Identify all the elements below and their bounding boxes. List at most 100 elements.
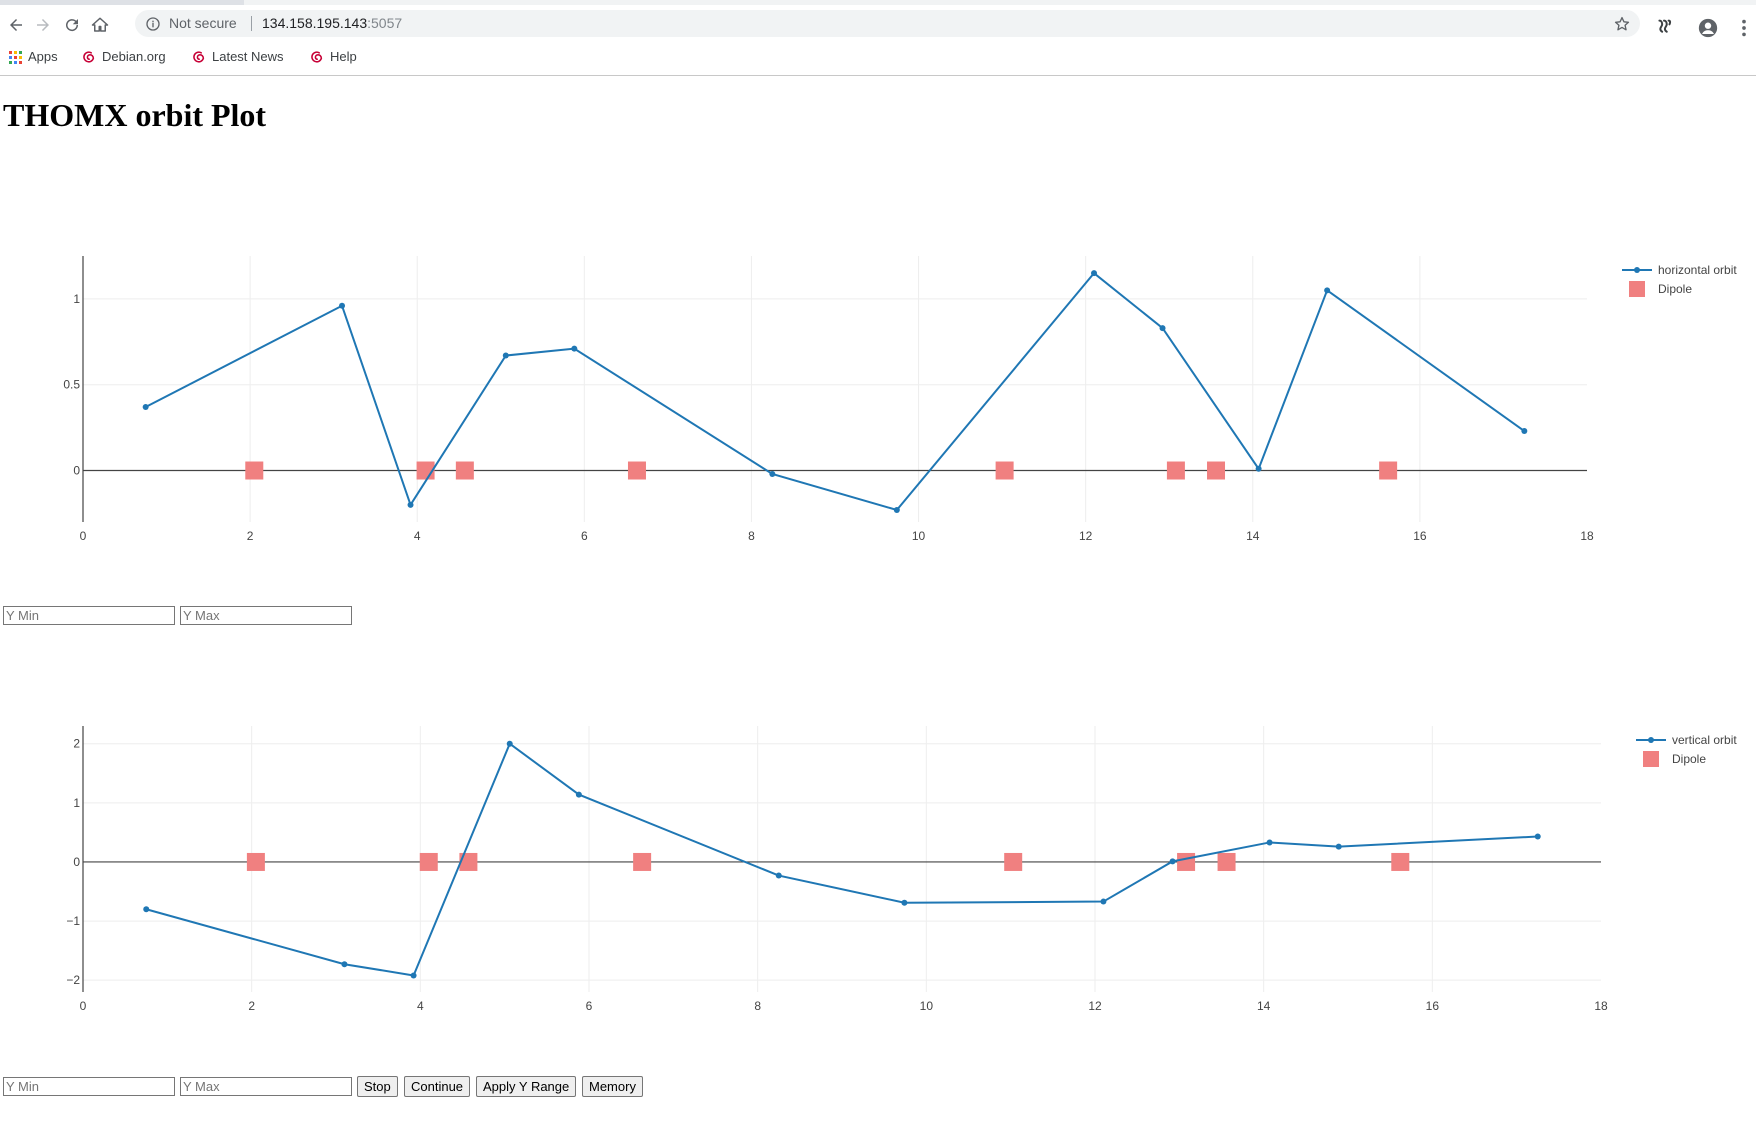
- dipole-marker[interactable]: [633, 852, 652, 871]
- url-host: 134.158.195.143: [262, 15, 368, 31]
- bookmark-label: Help: [330, 49, 357, 64]
- legend-point-swatch: [1634, 267, 1640, 273]
- forward-arrow-icon[interactable]: [31, 13, 55, 37]
- dipole-marker[interactable]: [627, 461, 646, 480]
- bookmark-help[interactable]: Help: [310, 48, 357, 66]
- x-tick-label: 12: [1088, 999, 1102, 1013]
- dipole-marker[interactable]: [1177, 852, 1196, 871]
- orbit-point[interactable]: [410, 972, 417, 979]
- y-min-input[interactable]: [3, 606, 175, 625]
- legend-dipole-swatch: [1629, 281, 1645, 297]
- debian-swirl-icon: [311, 51, 323, 63]
- apps-grid-icon: [9, 50, 22, 64]
- grid: [83, 726, 1601, 992]
- bookmark-label: Latest News: [212, 49, 284, 64]
- legend-label: Dipole: [1672, 752, 1706, 766]
- orbit-point[interactable]: [339, 302, 346, 309]
- horizontal-orbit-chart[interactable]: 0 2 4 6 8 10 12 14 16 18 0 0.5 1 horizontal orbit Dipo…: [0, 240, 1756, 550]
- orbit-point[interactable]: [901, 899, 908, 906]
- info-icon[interactable]: [145, 16, 161, 32]
- back-arrow-icon[interactable]: [4, 13, 28, 37]
- y-max-input[interactable]: [180, 1077, 352, 1096]
- star-icon[interactable]: [1613, 15, 1631, 33]
- orbit-point[interactable]: [1324, 287, 1331, 294]
- vertical-orbit-plot[interactable]: 0 2 4 6 8 10 12 14 16 18 −2 −1 0 1 2 vertical orbit Dipo…: [0, 710, 1756, 1020]
- stop-button[interactable]: Stop: [357, 1076, 398, 1097]
- profile-icon[interactable]: [1697, 17, 1719, 39]
- orbit-point[interactable]: [341, 961, 348, 968]
- dipole-marker[interactable]: [1379, 461, 1398, 480]
- dipole-marker[interactable]: [1391, 852, 1410, 871]
- extension-icon[interactable]: [1653, 17, 1675, 39]
- orbit-point[interactable]: [571, 345, 578, 352]
- reload-icon[interactable]: [60, 13, 84, 37]
- dipole-marker[interactable]: [245, 461, 264, 480]
- x-tick-label: 6: [581, 529, 588, 543]
- x-tick-label: 0: [80, 999, 87, 1013]
- x-tick-label: 2: [248, 999, 255, 1013]
- bookmark-latest-news[interactable]: Latest News: [192, 48, 284, 66]
- orbit-point[interactable]: [893, 506, 900, 513]
- x-tick-label: 16: [1426, 999, 1440, 1013]
- orbit-point[interactable]: [1521, 428, 1528, 435]
- dipole-marker[interactable]: [1207, 461, 1226, 480]
- orbit-point[interactable]: [143, 906, 150, 913]
- orbit-point[interactable]: [1169, 858, 1176, 865]
- x-tick-label: 16: [1413, 529, 1427, 543]
- apply-y-range-button[interactable]: Apply Y Range: [476, 1076, 577, 1097]
- y-tick-label: 2: [73, 737, 80, 751]
- browser-toolbar: Not secure 134.158.195.143:5057: [0, 5, 1756, 43]
- dipole-marker[interactable]: [246, 852, 265, 871]
- orbit-point[interactable]: [1100, 898, 1107, 905]
- debian-swirl-icon: [193, 51, 205, 63]
- bookmark-debian[interactable]: Debian.org: [82, 48, 166, 66]
- dipole-marker[interactable]: [459, 852, 478, 871]
- orbit-point[interactable]: [1534, 833, 1541, 840]
- y-tick-label: 1: [73, 796, 80, 810]
- horizontal-orbit-plot[interactable]: 0 2 4 6 8 10 12 14 16 18 0 0.5 1 horizontal orbit Dipo…: [0, 240, 1756, 550]
- orbit-point[interactable]: [1335, 843, 1342, 850]
- dipole-marker[interactable]: [1004, 852, 1023, 871]
- orbit-line[interactable]: [145, 742, 1538, 977]
- dipole-marker[interactable]: [1217, 852, 1236, 871]
- orbit-point[interactable]: [1255, 465, 1262, 472]
- orbit-point[interactable]: [769, 470, 776, 477]
- orbit-point[interactable]: [142, 404, 149, 411]
- page-title: THOMX orbit Plot: [3, 97, 267, 133]
- bookmark-apps[interactable]: Apps: [9, 48, 58, 66]
- continue-button[interactable]: Continue: [404, 1076, 471, 1097]
- x-tick-label: 12: [1079, 529, 1093, 543]
- orbit-line[interactable]: [145, 271, 1525, 512]
- active-tab[interactable]: [244, 0, 1756, 5]
- dipole-marker[interactable]: [419, 852, 438, 871]
- x-tick-label: 4: [417, 999, 424, 1013]
- legend[interactable]: vertical orbit Dipole: [1636, 733, 1737, 767]
- x-tick-label: 0: [80, 529, 87, 543]
- memory-button[interactable]: Memory: [582, 1076, 643, 1097]
- orbit-point[interactable]: [575, 791, 582, 798]
- url-port: :5057: [367, 15, 403, 31]
- orbit-point[interactable]: [1266, 839, 1273, 846]
- orbit-point[interactable]: [407, 501, 414, 508]
- orbit-point[interactable]: [506, 740, 513, 747]
- kebab-menu-icon[interactable]: [1733, 17, 1755, 39]
- legend[interactable]: horizontal orbit Dipole: [1622, 263, 1737, 297]
- y-max-input[interactable]: [180, 606, 352, 625]
- orbit-point[interactable]: [502, 352, 509, 359]
- url-text[interactable]: 134.158.195.143:5057: [262, 15, 402, 32]
- legend-label: vertical orbit: [1672, 733, 1737, 747]
- y-tick-label: 0.5: [63, 378, 80, 392]
- orbit-point[interactable]: [1159, 325, 1166, 332]
- dipole-marker[interactable]: [1166, 461, 1185, 480]
- security-label: Not secure: [169, 15, 237, 31]
- address-bar[interactable]: Not secure 134.158.195.143:5057: [135, 10, 1640, 37]
- x-tick-label: 14: [1257, 999, 1271, 1013]
- dipole-marker[interactable]: [995, 461, 1014, 480]
- orbit-point[interactable]: [1091, 270, 1098, 277]
- home-icon[interactable]: [88, 13, 112, 37]
- dipole-marker[interactable]: [455, 461, 474, 480]
- orbit-point[interactable]: [775, 872, 782, 879]
- bookmark-label: Debian.org: [102, 49, 166, 64]
- y-min-input[interactable]: [3, 1077, 175, 1096]
